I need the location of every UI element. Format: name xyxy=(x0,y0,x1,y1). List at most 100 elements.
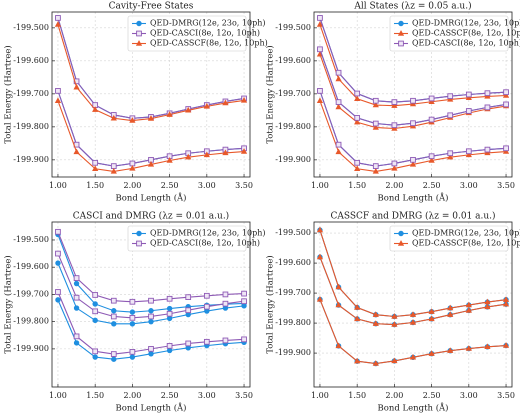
chart-title: Cavity-Free States xyxy=(109,2,194,12)
marker xyxy=(317,46,323,53)
legend-label: QED-CASSCF(8e, 12o, 10ph) xyxy=(412,29,520,38)
marker xyxy=(354,90,361,97)
x-tick-label: 1.50 xyxy=(348,181,366,190)
legend-label: QED-DMRG(12e, 23o, 10ph) xyxy=(150,19,265,28)
marker xyxy=(484,104,491,111)
legend-label: QED-DMRG(12e, 23o, 10ph) xyxy=(412,19,520,28)
marker xyxy=(222,337,229,344)
legend-box xyxy=(389,225,509,252)
marker xyxy=(335,103,342,110)
x-tick-label: 3.00 xyxy=(460,391,478,400)
marker xyxy=(55,88,61,94)
marker xyxy=(391,165,398,171)
marker xyxy=(335,69,342,76)
y-tick-label: -199.700 xyxy=(275,288,311,297)
x-tick-label: 3.00 xyxy=(460,181,478,190)
marker xyxy=(111,356,117,362)
marker xyxy=(447,153,454,160)
marker xyxy=(447,304,454,311)
y-tick-label: -199.500 xyxy=(275,23,311,32)
marker xyxy=(428,157,435,163)
marker xyxy=(55,15,61,21)
marker xyxy=(372,360,379,366)
y-tick-label: -199.800 xyxy=(13,317,49,326)
marker xyxy=(110,167,117,174)
marker xyxy=(241,290,247,297)
marker xyxy=(92,165,99,171)
marker xyxy=(484,149,491,156)
x-tick-label: 1.50 xyxy=(348,391,366,400)
legend-marker xyxy=(397,30,405,36)
marker xyxy=(354,159,361,166)
marker xyxy=(203,303,210,310)
marker xyxy=(316,21,324,27)
marker xyxy=(185,153,192,160)
x-axis-label: Bond Length (Å) xyxy=(116,402,187,414)
y-axis-label: Total Energy (Hartree) xyxy=(265,255,276,353)
marker xyxy=(484,90,491,97)
marker xyxy=(148,318,154,325)
x-tick-label: 2.00 xyxy=(385,181,403,190)
marker xyxy=(410,120,416,127)
marker xyxy=(222,300,229,307)
marker xyxy=(354,115,361,121)
marker xyxy=(129,165,136,171)
marker xyxy=(354,118,361,125)
marker xyxy=(185,106,192,113)
x-tick-label: 3.50 xyxy=(497,391,515,400)
marker xyxy=(166,347,173,354)
marker xyxy=(447,311,454,317)
marker xyxy=(222,149,229,156)
y-tick-label: -199.800 xyxy=(275,122,311,131)
marker xyxy=(335,301,342,308)
legend-marker xyxy=(136,240,142,247)
marker xyxy=(428,116,435,123)
marker xyxy=(502,296,510,302)
y-tick-label: -199.900 xyxy=(13,155,49,164)
marker xyxy=(129,309,136,315)
marker xyxy=(428,308,435,314)
y-tick-label: -199.500 xyxy=(275,228,311,237)
marker xyxy=(92,106,99,112)
marker xyxy=(129,349,136,355)
marker xyxy=(73,78,80,85)
marker xyxy=(148,308,154,314)
legend-marker xyxy=(398,20,404,27)
marker xyxy=(148,313,154,320)
marker xyxy=(465,151,472,158)
marker xyxy=(502,300,510,307)
y-tick-label: -199.800 xyxy=(13,122,49,131)
marker xyxy=(410,156,416,163)
legend-marker xyxy=(136,20,142,27)
marker xyxy=(465,307,472,313)
marker xyxy=(409,161,417,167)
legend-marker xyxy=(136,230,142,237)
marker xyxy=(391,321,398,327)
y-tick-label: -199.700 xyxy=(275,89,311,98)
marker xyxy=(465,345,472,351)
marker xyxy=(147,161,155,167)
marker xyxy=(92,159,99,166)
marker xyxy=(354,165,361,171)
marker xyxy=(55,250,61,257)
x-tick-label: 1.00 xyxy=(311,391,329,400)
marker xyxy=(447,347,454,353)
marker xyxy=(222,99,229,106)
marker xyxy=(73,148,80,155)
marker xyxy=(73,280,80,287)
axes-frame xyxy=(313,221,513,388)
marker xyxy=(410,97,416,104)
marker xyxy=(166,157,173,163)
marker xyxy=(317,88,323,94)
marker xyxy=(203,338,210,345)
marker xyxy=(166,315,173,322)
legend-box xyxy=(127,15,247,52)
marker xyxy=(129,298,136,305)
axes-frame xyxy=(51,11,251,178)
marker xyxy=(54,21,62,27)
marker xyxy=(92,308,99,315)
marker xyxy=(372,101,379,108)
marker xyxy=(166,310,173,317)
marker xyxy=(55,260,61,266)
marker xyxy=(110,163,117,169)
